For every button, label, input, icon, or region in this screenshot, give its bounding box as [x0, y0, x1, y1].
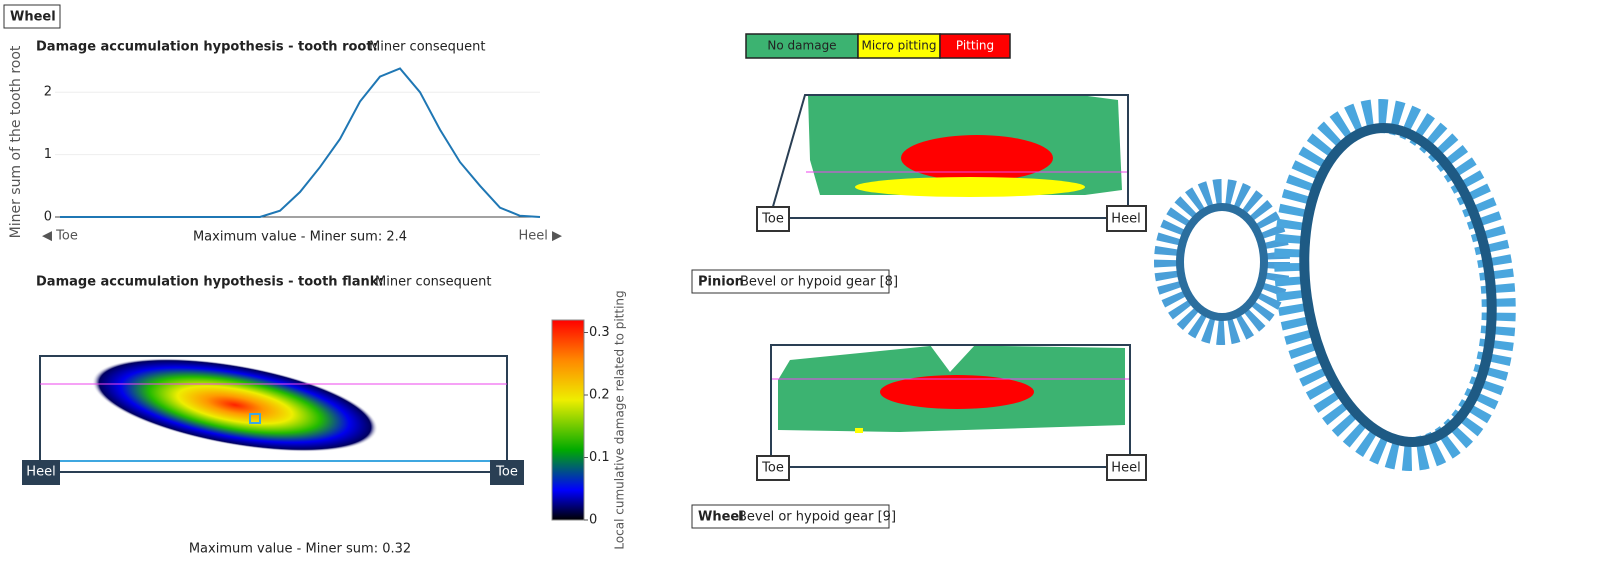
- heel-label: Heel: [1111, 212, 1140, 227]
- wheel-caption: Bevel or hypoid gear [9]: [738, 510, 896, 525]
- micro-pitting-area: [855, 177, 1085, 197]
- colorbar-label: Local cumulative damage related to pitti…: [613, 290, 627, 549]
- pinion-teeth: [1154, 179, 1290, 345]
- pitting-area: [901, 135, 1053, 181]
- header-box: [3, 4, 61, 29]
- wheel-frame: [770, 344, 1131, 468]
- colorbar-tick-label: 0: [589, 513, 597, 528]
- heel-label: Heel: [26, 465, 55, 480]
- max-marker: [249, 413, 261, 424]
- wheel-caption-box: [691, 504, 890, 529]
- wheel-body: [1299, 123, 1497, 447]
- heel-label: Heel: [1111, 461, 1140, 476]
- legend-label: No damage: [767, 39, 836, 53]
- x-end: Heel ▶: [518, 229, 562, 244]
- colorbar-tick-label: 0.2: [589, 388, 610, 403]
- legend-swatch: [857, 33, 941, 59]
- colorbar-tick-label: 0.3: [589, 325, 610, 340]
- y-tick-label: 0: [44, 210, 52, 225]
- root-chart: 0 1 2: [44, 67, 541, 225]
- pitting-area: [880, 375, 1034, 409]
- toe-box: [756, 455, 790, 481]
- colorbar: [551, 319, 585, 521]
- heel-box: [1106, 454, 1147, 481]
- legend-swatch: [745, 33, 859, 59]
- toe-label: Toe: [495, 465, 518, 480]
- flank-heatmap: [92, 358, 378, 452]
- y-tick-label: 2: [44, 85, 52, 100]
- root-annotation: Maximum value - Miner sum: 2.4: [193, 230, 407, 245]
- pinion-caption-box: [691, 269, 890, 294]
- pinion-caption-bold: Pinion: [698, 275, 744, 290]
- heel-box: [22, 460, 60, 485]
- pinion-map: Toe Heel: [756, 94, 1147, 232]
- y-tick-label: 1: [44, 147, 52, 162]
- flank-frame: [39, 355, 508, 473]
- toe-label: Toe: [761, 461, 784, 476]
- heel-box: [1106, 205, 1147, 232]
- legend: No damage Micro pitting Pitting: [745, 33, 1011, 59]
- gear-3d: [1154, 99, 1516, 471]
- toe-label: Toe: [761, 212, 784, 227]
- legend-label: Pitting: [956, 39, 994, 53]
- colorbar-tick-label: 0.1: [589, 450, 610, 465]
- wheel-caption-bold: Wheel: [698, 510, 744, 525]
- root-line: [60, 67, 541, 218]
- micro-pitting-area: [855, 428, 863, 433]
- gap: [930, 345, 975, 372]
- pinion-body: [1176, 203, 1268, 321]
- y-label: Miner sum of the tooth root: [8, 45, 24, 238]
- flank-annotation: Maximum value - Miner sum: 0.32: [189, 542, 411, 557]
- root-subtitle: Miner consequent: [369, 40, 485, 55]
- wheel-map: Toe Heel: [756, 344, 1147, 481]
- flank-title: Damage accumulation hypothesis - tooth f…: [36, 275, 384, 290]
- legend-swatch: [939, 33, 1011, 59]
- flank-subtitle: Miner consequent: [375, 275, 491, 290]
- legend-label: Micro pitting: [861, 39, 936, 53]
- header-title: Wheel: [10, 10, 56, 25]
- pinion-caption: Bevel or hypoid gear [8]: [740, 275, 898, 290]
- toe-box: [490, 460, 524, 485]
- root-title: Damage accumulation hypothesis - tooth r…: [36, 40, 378, 55]
- x-start: ◀ Toe: [42, 229, 78, 244]
- toe-box: [756, 206, 790, 232]
- colorbar-ticks: 0 0.1 0.2 0.3: [584, 325, 610, 528]
- wheel-teeth: [1274, 99, 1516, 471]
